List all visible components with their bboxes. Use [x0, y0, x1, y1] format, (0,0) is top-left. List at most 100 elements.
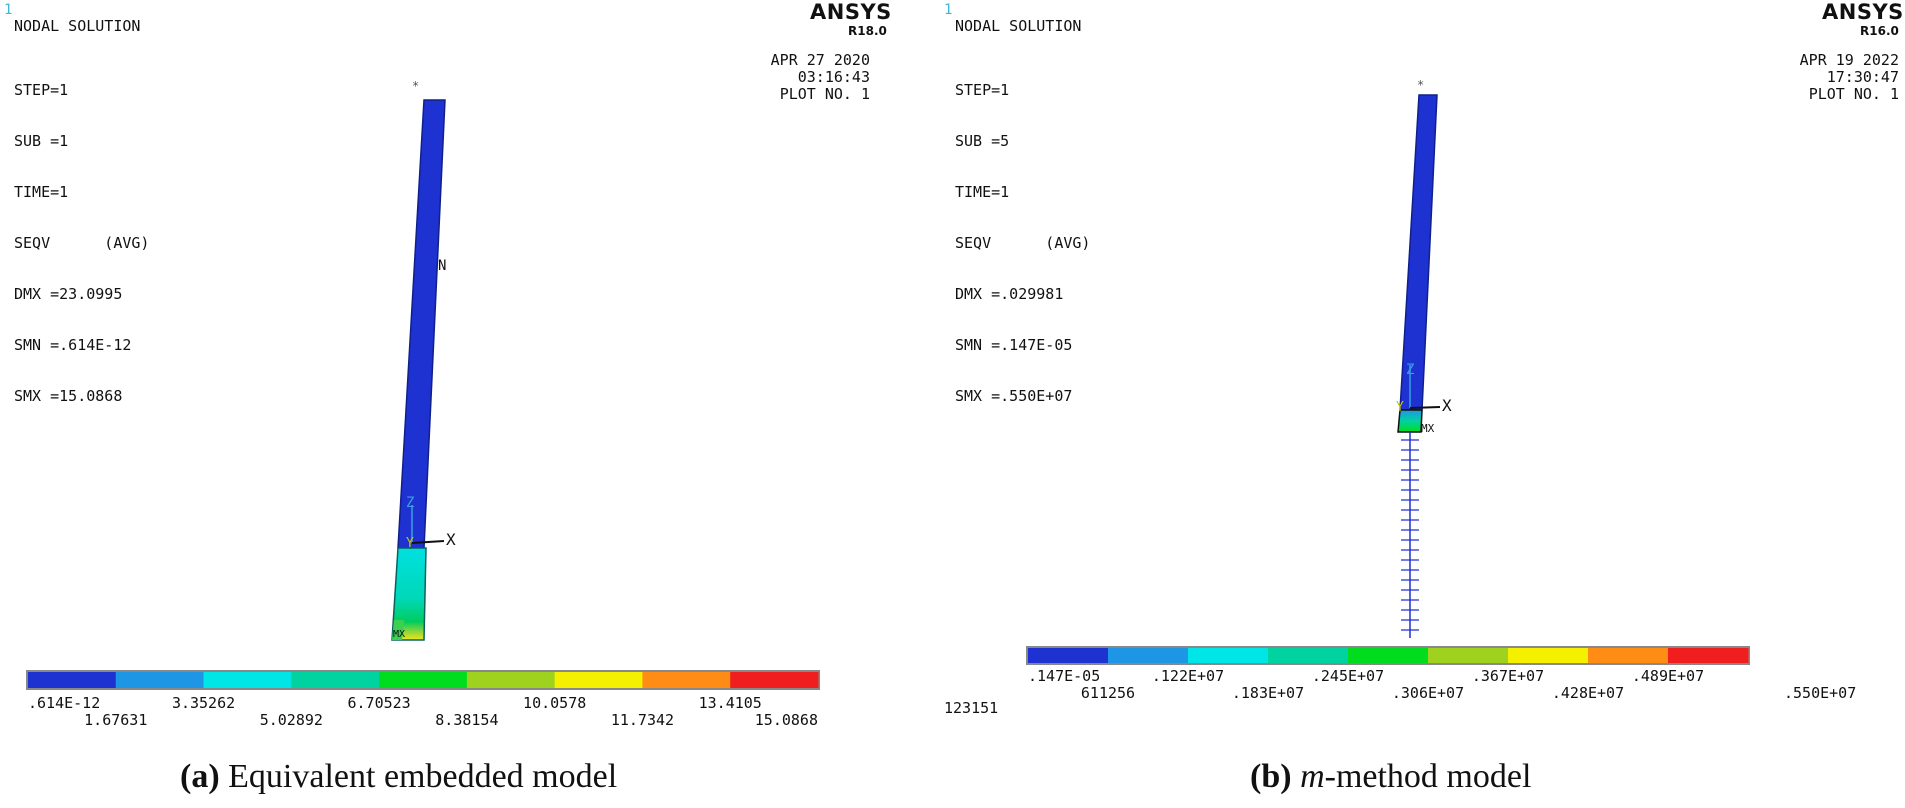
- legend-swatch: [1588, 648, 1669, 663]
- release-version: R18.0: [848, 24, 887, 38]
- timestamp-block: APR 19 2022 17:30:47 PLOT NO. 1: [1800, 52, 1899, 103]
- legend-swatch: [115, 672, 205, 688]
- legend-swatch: [1028, 648, 1109, 663]
- pile-lower-embedded: [391, 547, 427, 641]
- legend-value-top: .122E+07: [1152, 667, 1224, 685]
- info-sub: SUB =5: [955, 132, 1010, 150]
- plot-number: PLOT NO. 1: [779, 85, 870, 103]
- legend-swatch: [1668, 648, 1749, 663]
- y-axis-label: Y: [406, 536, 414, 551]
- legend-value-bottom: 5.02892: [260, 711, 323, 729]
- legend-value-bottom: 15.0868: [755, 711, 818, 729]
- legend-value-top: .614E-12: [28, 694, 100, 712]
- legend-value-top: 10.0578: [523, 694, 586, 712]
- info-smx: SMX =15.0868: [14, 387, 123, 405]
- info-sub: SUB =1: [14, 132, 69, 150]
- pile-base-hotspot: [392, 620, 404, 640]
- soil-springs: [1401, 432, 1419, 638]
- header-title: NODAL SOLUTION: [955, 17, 1082, 35]
- panel-m-method: 1 NODAL SOLUTION STEP=1 SUB =5 TIME=1 SE…: [940, 0, 1905, 740]
- plot-number: PLOT NO. 1: [1808, 85, 1899, 103]
- node-n-label: N: [438, 258, 446, 274]
- legend-swatch: [466, 672, 556, 688]
- legend-swatch: [1188, 648, 1269, 663]
- max-marker: MX: [1421, 422, 1435, 435]
- info-step: STEP=1: [955, 81, 1010, 99]
- legend-value-top: 13.4105: [699, 694, 762, 712]
- info-block: STEP=1 SUB =5 TIME=1 SEQV (AVG) DMX =.02…: [955, 48, 1090, 439]
- window-number: 1: [4, 2, 13, 18]
- info-dmx: DMX =.029981: [955, 285, 1064, 303]
- legend-value-top: .367E+07: [1472, 667, 1544, 685]
- info-seqv: SEQV (AVG): [955, 234, 1091, 252]
- caption-b: (b) m-method model: [1250, 758, 1531, 796]
- legend-value-top: .489E+07: [1632, 667, 1704, 685]
- legend-value-bottom: .428E+07: [1552, 684, 1624, 702]
- legend-swatch: [554, 672, 643, 688]
- footer-id: 123151: [944, 699, 999, 717]
- legend-value-top: .245E+07: [1312, 667, 1384, 685]
- plot-date: APR 27 2020: [770, 51, 870, 69]
- z-axis-label: Z: [406, 495, 414, 511]
- legend-value-bottom: 1.67631: [84, 711, 147, 729]
- ansys-logo: ANSYS: [810, 0, 892, 24]
- x-axis-line: [411, 540, 445, 544]
- plot-time: 17:30:47: [1826, 68, 1899, 86]
- info-dmx: DMX =23.0995: [14, 285, 123, 303]
- x-axis-label: X: [446, 530, 456, 549]
- info-time: TIME=1: [14, 183, 69, 201]
- legend-value-top: 3.35262: [172, 694, 235, 712]
- legend-swatch: [1428, 648, 1509, 663]
- legend-swatch: [379, 672, 468, 688]
- legend-swatch: [642, 672, 731, 688]
- pile-head-stressed: [1397, 409, 1423, 433]
- release-version: R16.0: [1860, 24, 1899, 38]
- y-axis-label: Y: [1396, 400, 1404, 415]
- legend-swatch: [28, 672, 117, 688]
- legend-swatch: [1348, 648, 1429, 663]
- info-smn: SMN =.147E-05: [955, 336, 1073, 354]
- pile-upper-blue: [397, 99, 446, 549]
- info-time: TIME=1: [955, 183, 1010, 201]
- legend-value-top: 6.70523: [348, 694, 411, 712]
- caption-b-italic: m: [1300, 758, 1325, 795]
- legend-value-top: .147E-05: [1028, 667, 1100, 685]
- header-title: NODAL SOLUTION: [14, 17, 141, 35]
- info-smx: SMX =.550E+07: [955, 387, 1073, 405]
- contour-legend-a: .614E-12 3.35262 6.70523 10.0578 13.4105 1.67…: [26, 670, 820, 729]
- legend-value-bottom: .306E+07: [1392, 684, 1464, 702]
- info-seqv: SEQV (AVG): [14, 234, 150, 252]
- panel-equivalent-embedded: 1 NODAL SOLUTION STEP=1 SUB =1 TIME=1 SE…: [0, 0, 950, 740]
- legend-swatch: [1508, 648, 1589, 663]
- top-node-marker: *: [412, 79, 419, 93]
- caption-a: (a) Equivalent embedded model: [180, 758, 617, 796]
- max-marker: MX: [393, 629, 405, 640]
- legend-swatch: [203, 672, 292, 688]
- legend-swatch: [730, 672, 819, 688]
- model-plot-a: * N Z X Y MX .614E-12 3.35262 6.70523 10.05…: [26, 79, 820, 729]
- caption-a-letter: (a): [180, 758, 220, 795]
- info-step: STEP=1: [14, 81, 69, 99]
- legend-value-bottom: .183E+07: [1232, 684, 1304, 702]
- x-axis-label: X: [1442, 396, 1452, 415]
- legend-swatch: [1108, 648, 1189, 663]
- x-axis-line: [1409, 406, 1441, 409]
- legend-value-bottom: 8.38154: [435, 711, 498, 729]
- top-node-marker: *: [1417, 78, 1424, 92]
- info-block: STEP=1 SUB =1 TIME=1 SEQV (AVG) DMX =23.…: [14, 48, 149, 439]
- model-plot-b: * Z X Y MX .147E-05 .122E+07 .245E+07 .367E…: [1026, 78, 1856, 702]
- caption-b-text: -method model: [1324, 758, 1532, 795]
- legend-value-bottom: 611256: [1081, 684, 1135, 702]
- info-smn: SMN =.614E-12: [14, 336, 132, 354]
- legend-value-bottom: 11.7342: [611, 711, 674, 729]
- contour-legend-b: .147E-05 .122E+07 .245E+07 .367E+07 .489E+07…: [1026, 646, 1856, 702]
- caption-b-letter: (b): [1250, 758, 1292, 795]
- caption-a-text: Equivalent embedded model: [219, 758, 618, 795]
- timestamp-block: APR 27 2020 03:16:43 PLOT NO. 1: [771, 52, 870, 103]
- z-axis-label: Z: [1406, 362, 1414, 378]
- ansys-logo: ANSYS: [1822, 0, 1904, 24]
- window-number: 1: [944, 2, 953, 18]
- legend-value-bottom: .550E+07: [1784, 684, 1856, 702]
- legend-swatch: [291, 672, 380, 688]
- legend-swatch: [1268, 648, 1349, 663]
